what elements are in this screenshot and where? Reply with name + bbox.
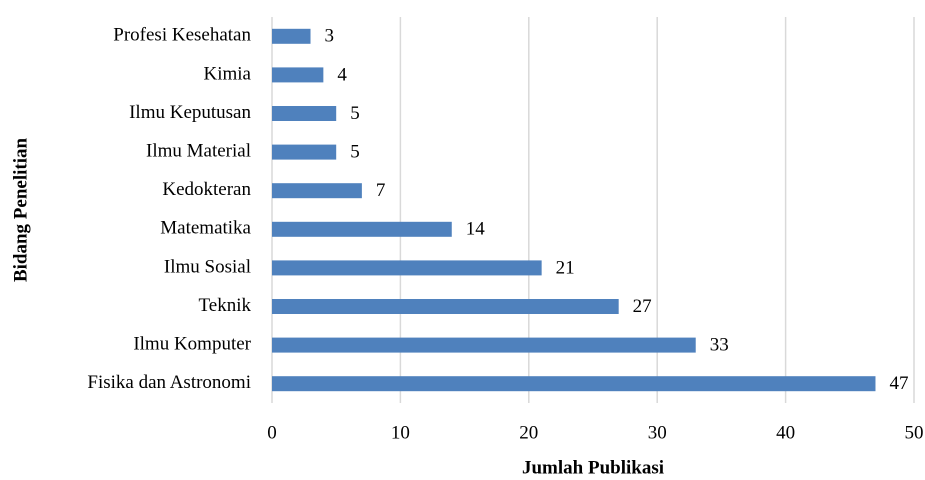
data-label: 21 — [556, 257, 575, 278]
bar — [272, 299, 619, 314]
bar — [272, 106, 337, 121]
x-tick-label: 20 — [519, 422, 538, 443]
y-tick-label: Profesi Kesehatan — [113, 25, 251, 46]
x-tick-label: 40 — [776, 422, 795, 443]
bar — [272, 28, 311, 44]
y-tick-label: Ilmu Sosial — [164, 256, 251, 277]
bar — [272, 376, 876, 392]
data-label: 4 — [337, 64, 347, 85]
data-label: 7 — [376, 180, 386, 201]
data-label: 27 — [633, 296, 652, 317]
x-tick-label: 0 — [267, 422, 277, 443]
y-tick-label: Ilmu Keputusan — [129, 102, 251, 123]
bar — [272, 260, 542, 276]
x-tick-label: 50 — [905, 422, 924, 443]
bar — [272, 337, 696, 353]
x-tick-label: 10 — [391, 422, 410, 443]
data-label: 3 — [325, 26, 335, 47]
data-label: 5 — [350, 103, 360, 124]
data-label: 47 — [889, 373, 908, 394]
x-tick-label: 30 — [648, 422, 667, 443]
y-tick-label: Kimia — [204, 63, 252, 84]
bar — [272, 67, 324, 83]
data-label: 33 — [710, 334, 729, 355]
y-tick-label: Teknik — [199, 295, 252, 316]
y-tick-label: Matematika — [160, 218, 251, 239]
bar — [272, 144, 337, 160]
data-label: 5 — [350, 141, 360, 162]
y-tick-label: Ilmu Material — [146, 140, 251, 161]
y-tick-label: Fisika dan Astronomi — [87, 372, 251, 393]
bar — [272, 221, 452, 237]
y-axis-title: Bidang Penelitian — [10, 138, 31, 283]
bar — [272, 183, 362, 199]
y-tick-label: Ilmu Komputer — [133, 333, 251, 354]
x-axis-title: Jumlah Publikasi — [522, 457, 664, 478]
data-label: 14 — [466, 219, 486, 240]
y-tick-label: Kedokteran — [162, 179, 251, 200]
